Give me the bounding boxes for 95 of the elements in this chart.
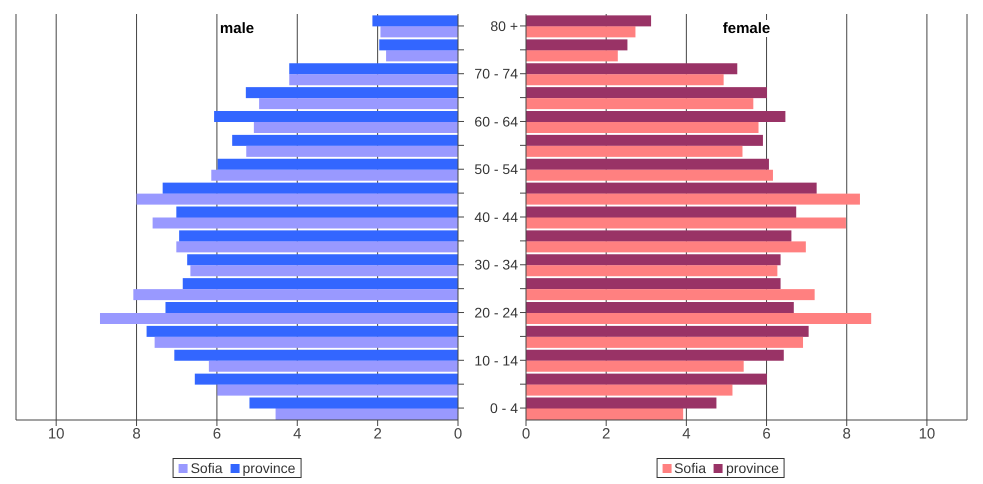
bar: [276, 408, 458, 420]
y-tick-label: 80 +: [490, 18, 518, 34]
bar: [526, 170, 773, 181]
x-tick-label: 6: [762, 426, 771, 443]
bar: [174, 350, 458, 361]
x-tick-label: 10: [48, 426, 65, 443]
bar: [259, 98, 458, 110]
y-tick-label: 30 - 34: [474, 256, 518, 273]
bar: [526, 74, 724, 86]
bar: [526, 50, 618, 62]
x-tick-label: 8: [842, 426, 851, 443]
bar: [182, 278, 458, 290]
bar: [526, 302, 794, 314]
bar: [526, 217, 846, 228]
bar: [146, 326, 458, 337]
bar: [372, 15, 458, 26]
y-tick-label: 70 - 74: [474, 66, 518, 82]
chart-title: male: [220, 20, 254, 37]
bar: [152, 217, 458, 228]
bar: [136, 194, 458, 205]
bar: [526, 134, 763, 146]
bar: [176, 206, 458, 218]
x-tick-label: 0: [522, 426, 530, 443]
x-tick-label: 0: [454, 426, 462, 443]
bar: [526, 26, 636, 38]
y-tick-label: 10 - 14: [474, 352, 518, 368]
bar: [526, 326, 809, 337]
bar: [218, 158, 458, 170]
bar: [289, 74, 458, 86]
bar: [526, 146, 742, 157]
bar: [386, 50, 458, 62]
x-tick-label: 4: [293, 426, 302, 443]
x-tick-label: 4: [682, 426, 691, 443]
bar: [194, 374, 458, 385]
bar: [133, 289, 458, 300]
bar: [526, 241, 806, 252]
bar: [526, 122, 759, 133]
bar: [162, 182, 458, 194]
y-tick-label: 40 - 44: [474, 208, 518, 225]
legend-label: Sofia: [190, 460, 222, 476]
bar: [165, 302, 458, 314]
bar: [526, 63, 738, 74]
bar: [526, 158, 769, 170]
bar: [526, 336, 804, 348]
bar: [232, 134, 458, 146]
bar: [526, 384, 732, 396]
bar: [100, 313, 458, 324]
bar: [154, 336, 458, 348]
bar: [211, 170, 458, 181]
bar: [526, 182, 817, 194]
bar: [526, 230, 792, 242]
bar: [526, 278, 781, 290]
bar: [176, 241, 458, 252]
bar: [526, 194, 860, 205]
bar: [526, 398, 716, 409]
bar: [526, 254, 781, 266]
x-tick-label: 10: [918, 426, 936, 443]
bar: [217, 384, 458, 396]
bar: [526, 374, 767, 385]
bar: [526, 87, 767, 98]
bar: [526, 98, 754, 110]
bar: [214, 110, 458, 122]
bar: [526, 360, 744, 372]
bar: [526, 15, 652, 26]
bar: [179, 230, 458, 242]
x-tick-label: 2: [602, 426, 610, 443]
bar: [526, 313, 872, 324]
bar: [380, 26, 458, 38]
bar: [254, 122, 458, 133]
bar: [289, 63, 458, 74]
bar: [526, 289, 815, 300]
y-tick-label: 0 - 4: [490, 400, 518, 416]
bar: [526, 350, 784, 361]
y-tick-label: 60 - 64: [474, 113, 518, 130]
bar: [526, 39, 628, 50]
x-tick-label: 2: [373, 426, 382, 443]
bar: [526, 408, 684, 420]
bar: [246, 146, 458, 157]
legend-label: province: [242, 460, 296, 476]
bar: [526, 206, 796, 218]
chart-title: female: [722, 20, 770, 37]
x-tick-label: 8: [132, 426, 141, 443]
legend-label: Sofia: [673, 460, 706, 476]
bar: [187, 254, 458, 266]
bar: [249, 398, 458, 409]
y-tick-label: 50 - 54: [474, 161, 518, 178]
bar: [379, 39, 458, 50]
y-tick-label: 20 - 24: [474, 304, 518, 320]
bar: [190, 265, 458, 276]
legend-label: province: [725, 460, 779, 476]
bar: [208, 360, 458, 372]
bar: [526, 265, 778, 276]
x-tick-label: 6: [212, 426, 222, 443]
bar: [246, 87, 458, 98]
bar: [526, 110, 786, 122]
